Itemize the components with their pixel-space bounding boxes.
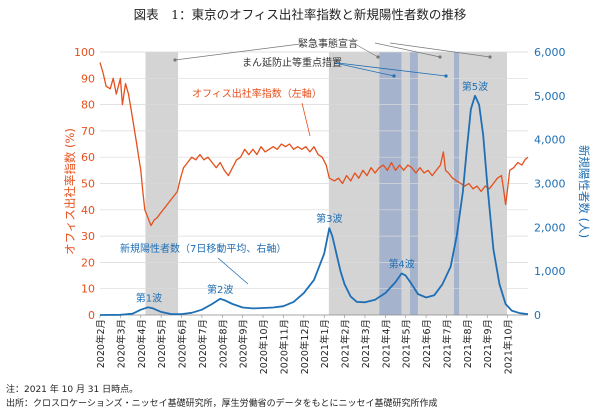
left-tick-label: 50 (81, 178, 95, 191)
emergency-pointer (354, 43, 379, 58)
emergency-pointer (374, 42, 441, 58)
pointer-dot (376, 55, 380, 59)
x-axis-ticks: 2020年2月 2020年3月 2020年4月 2020年5月 2020年6月 2020年… (95, 315, 515, 374)
chart-title: 図表 1：東京のオフィス出社率指数と新規陽性者数の推移 (133, 7, 467, 22)
left-tick-label: 10 (81, 283, 95, 296)
right-axis-ticks: 0 1,000 2,000 3,000 4,000 5,000 6,000 (534, 46, 566, 322)
note: 注：2021 年 10 月 31 日時点。 (6, 385, 139, 395)
new-cases-line (99, 94, 529, 316)
emergency-pointer (389, 42, 491, 58)
emergency-pointer (174, 43, 301, 61)
x-tick-label: 2021年8月 (462, 319, 474, 368)
office-index-line (99, 62, 529, 227)
pointer-dot (438, 55, 442, 59)
x-tick-label: 2020年9月 (238, 319, 250, 368)
x-tick-label: 2021年3月 (360, 319, 372, 368)
pointer-dot (488, 55, 492, 59)
pointer-dot (392, 74, 396, 78)
x-tick-label: 2021年6月 (421, 319, 433, 368)
right-tick-label: 1,000 (534, 265, 566, 278)
x-tick-label: 2020年4月 (136, 319, 148, 368)
wave-label: 第4波 (388, 257, 414, 270)
left-tick-label: 0 (88, 309, 95, 322)
cases-series-label: 新規陽性者数（7日移動平均、右軸） (120, 242, 286, 255)
cases-pointer (217, 257, 249, 285)
manen-label: まん延防止等重点措置 (242, 56, 342, 69)
x-tick-label: 2020年6月 (177, 319, 189, 368)
pointer-dot (444, 74, 448, 78)
left-tick-label: 70 (81, 125, 95, 138)
x-tick-label: 2020年3月 (115, 319, 127, 368)
office-series-label: オフィス出社率指数（左軸） (192, 87, 322, 100)
x-tick-label: 2021年7月 (441, 319, 453, 368)
x-tick-label: 2020年2月 (95, 319, 107, 368)
left-tick-label: 40 (81, 204, 95, 217)
x-tick-label: 2021年4月 (380, 319, 392, 368)
wave-label: 第2波 (207, 283, 233, 296)
left-tick-label: 20 (81, 256, 95, 269)
x-tick-label: 2021年5月 (401, 319, 413, 368)
left-axis-title: オフィス出社率指数 (%) (63, 128, 77, 255)
x-tick-label: 2020年7月 (197, 319, 209, 368)
right-tick-label: 3,000 (534, 178, 566, 191)
x-tick-label: 2021年9月 (482, 319, 494, 368)
x-tick-label: 2020年5月 (156, 319, 168, 368)
x-tick-label: 2020年8月 (217, 319, 229, 368)
office-pointer (301, 102, 311, 137)
right-tick-label: 0 (534, 309, 541, 322)
right-tick-label: 2,000 (534, 221, 566, 234)
right-tick-label: 4,000 (534, 134, 566, 147)
left-tick-label: 90 (81, 72, 95, 85)
x-tick-label: 2021年1月 (319, 319, 331, 368)
source: 出所：クロスロケーションズ・ニッセイ基礎研究所，厚生労働省のデータをもとにニッセ… (6, 399, 438, 409)
left-tick-label: 100 (74, 46, 95, 59)
left-tick-label: 30 (81, 230, 95, 243)
x-tick-label: 2020年10月 (258, 319, 270, 374)
emergency-label: 緊急事態宣言 (298, 37, 358, 50)
right-axis-title: 新規陽性者数 (人) (577, 145, 591, 238)
x-tick-label: 2020年11月 (278, 319, 290, 374)
left-axis-ticks: 0 10 20 30 40 50 60 70 80 90 100 (74, 46, 95, 322)
right-tick-label: 6,000 (534, 46, 566, 59)
wave-label: 第1波 (136, 291, 162, 304)
wave-label: 第3波 (316, 212, 342, 225)
x-tick-label: 2021年2月 (340, 319, 352, 368)
manen-pointer (334, 62, 395, 77)
left-tick-label: 80 (81, 99, 95, 112)
series (99, 62, 529, 316)
x-tick-label: 2020年12月 (299, 319, 311, 374)
manen-pointer (337, 62, 447, 77)
left-tick-label: 60 (81, 151, 95, 164)
wave-label: 第5波 (462, 80, 488, 93)
x-tick-label: 2021年10月 (503, 319, 515, 374)
right-tick-label: 5,000 (534, 90, 566, 103)
pointer-dot (173, 58, 177, 62)
